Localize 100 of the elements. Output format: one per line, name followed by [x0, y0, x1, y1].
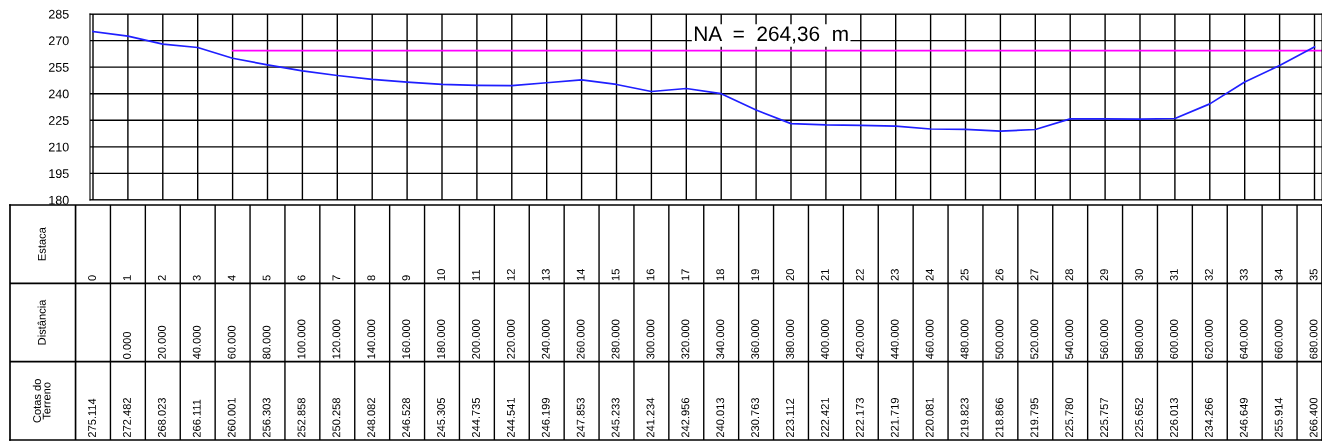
- text: 520.000: [1030, 319, 1039, 359]
- text: 320.000: [681, 319, 690, 359]
- x-tick-label: 16: [646, 269, 655, 281]
- x-tick-label: 12: [506, 269, 515, 281]
- text: 40.000: [192, 325, 201, 360]
- data-label: 260.001: [227, 398, 236, 438]
- x-tick-label: 27: [1030, 269, 1039, 281]
- x-tick-label: 14: [576, 268, 585, 281]
- x-tick-label: 21: [821, 269, 829, 281]
- data-label: 266.400: [1309, 397, 1318, 438]
- x-tick-label: 31: [1170, 269, 1178, 281]
- x-tick-label: 7: [332, 275, 341, 281]
- x-tick-label: 33: [1239, 269, 1248, 281]
- y-tick-label: 225: [48, 116, 69, 125]
- x-tick-label: 8: [367, 275, 376, 281]
- text: 120.000: [332, 319, 341, 359]
- x-tick-label: 24: [925, 268, 934, 281]
- data-label: 246.528: [402, 397, 411, 438]
- text: 400.000: [821, 319, 829, 360]
- data-label: 275.114: [88, 398, 96, 438]
- data-label: 222.173: [855, 397, 864, 438]
- x-tick-label: 2: [157, 275, 166, 281]
- text: 20.000: [157, 325, 166, 359]
- y-tick-label: 240: [48, 89, 69, 99]
- text: 300.000: [646, 319, 655, 359]
- text: 440.000: [890, 319, 899, 360]
- text: 460.000: [925, 319, 934, 360]
- text: 620.000: [1204, 319, 1213, 359]
- y-tick-label: 195: [49, 169, 69, 179]
- x-tick-label: 29: [1100, 269, 1109, 281]
- data-label: 268.023: [157, 397, 166, 438]
- y-tick-label: 180: [49, 195, 69, 205]
- x-tick-label: 0: [88, 275, 96, 281]
- text: 200.000: [472, 319, 480, 359]
- data-label: 242.956: [681, 397, 690, 438]
- data-label: 245.305: [437, 397, 445, 438]
- data-label: 244.735: [472, 397, 480, 438]
- data-label: 225.757: [1100, 398, 1109, 438]
- data-label: 221.719: [890, 398, 899, 438]
- x-tick-label: 10: [437, 269, 445, 281]
- x-tick-label: 1: [123, 275, 131, 281]
- data-label: 252.858: [297, 397, 306, 438]
- x-tick-label: 5: [262, 275, 271, 281]
- y-tick-label: 285: [48, 9, 69, 19]
- data-label: 248.082: [367, 398, 376, 438]
- data-label: 246.649: [1239, 398, 1248, 438]
- text: 160.000: [402, 319, 411, 359]
- data-label: 240.013: [716, 397, 725, 438]
- x-tick-label: 26: [995, 269, 1004, 281]
- data-label: 226.013: [1170, 397, 1178, 438]
- x-tick-label: 28: [1065, 269, 1074, 281]
- text: 100.000: [297, 319, 306, 359]
- text: 600.000: [1170, 319, 1178, 359]
- x-tick-label: 18: [716, 269, 725, 281]
- text: 660.000: [1274, 319, 1283, 359]
- x-tick-label: 35: [1309, 269, 1318, 281]
- text: 260.000: [576, 319, 585, 359]
- y-tick-label: 210: [48, 142, 69, 152]
- x-tick-label: 17: [681, 269, 690, 281]
- x-tick-label: 23: [890, 269, 899, 281]
- x-tick-label: 32: [1204, 269, 1213, 281]
- x-tick-label: 13: [541, 269, 550, 281]
- text: 80.000: [262, 325, 271, 359]
- x-tick-label: 20: [786, 269, 794, 281]
- text: 560.000: [1100, 319, 1109, 359]
- x-tick-label: 6: [297, 275, 306, 281]
- data-label: 230.763: [751, 397, 760, 438]
- data-label: 223.112: [786, 398, 794, 438]
- text: 420.000: [855, 319, 864, 360]
- text: 220.000: [506, 319, 515, 359]
- x-tick-label: 9: [402, 275, 411, 281]
- text: 180.000: [437, 319, 445, 359]
- data-label: 218.866: [995, 397, 1004, 438]
- text: 240.000: [541, 319, 550, 359]
- x-tick-label: 25: [960, 269, 969, 281]
- text: 380.000: [786, 319, 794, 359]
- data-label: 219.795: [1030, 397, 1039, 438]
- y-tick-label: 255: [48, 62, 69, 72]
- data-label: 244.541: [506, 398, 515, 438]
- data-label: 225.780: [1065, 397, 1074, 438]
- data-label: 219.823: [960, 397, 969, 438]
- x-tick-label: 22: [855, 269, 864, 281]
- data-label: 255.914: [1274, 397, 1283, 438]
- data-label: 250.258: [332, 397, 341, 438]
- text: 0.000: [123, 331, 131, 359]
- x-tick-label: 19: [751, 269, 760, 281]
- x-tick-label: 30: [1135, 269, 1143, 281]
- text: Cotas do Terreno: [32, 379, 51, 423]
- data-label: 234.266: [1204, 397, 1213, 438]
- x-tick-label: 34: [1274, 268, 1283, 281]
- ref-line-label: NA = 264,36 m: [694, 26, 848, 44]
- data-label: 241.234: [646, 397, 655, 438]
- data-label: 266.111: [192, 399, 201, 438]
- text: 360.000: [751, 319, 760, 359]
- x-tick-label: 4: [227, 275, 236, 281]
- text: 480.000: [960, 319, 969, 360]
- y-tick-label: 270: [48, 36, 69, 46]
- text: 500.000: [995, 319, 1004, 359]
- text: 580.000: [1135, 319, 1143, 359]
- text: 680.000: [1309, 319, 1318, 359]
